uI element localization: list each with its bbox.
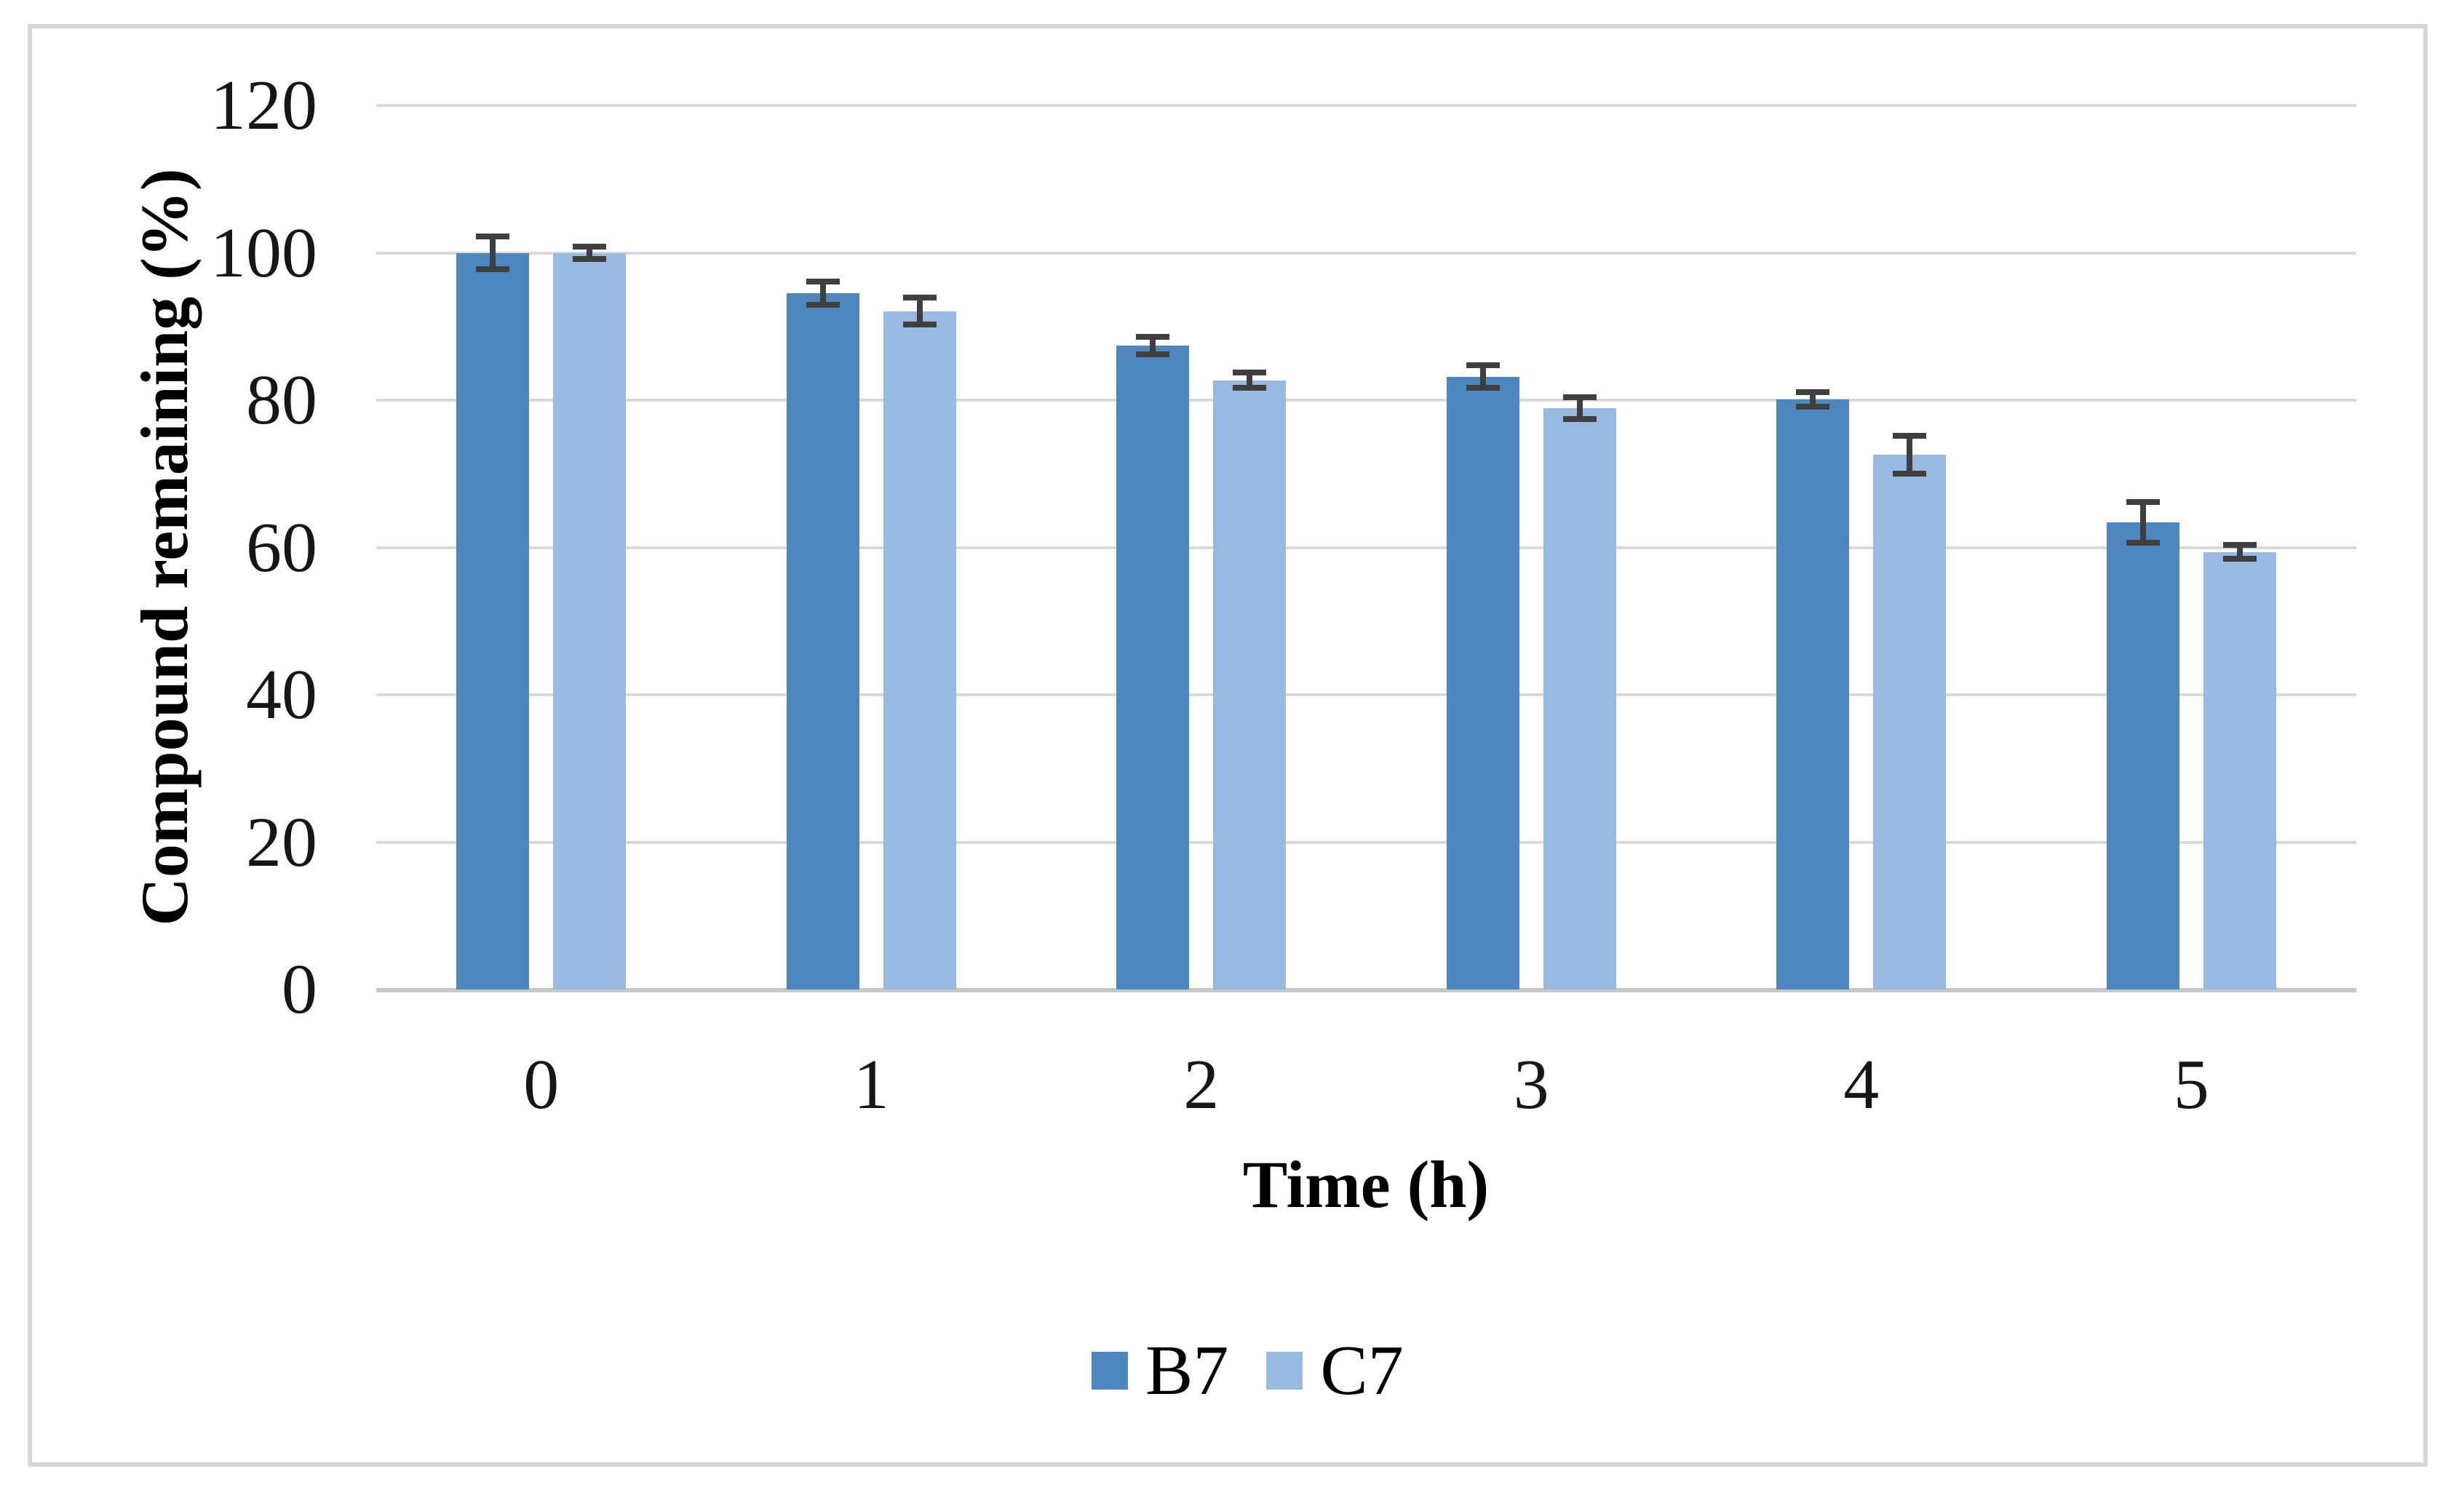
gridline-y-40 — [376, 693, 2356, 696]
bar-c7-t4 — [1873, 454, 1947, 989]
legend-label-b7: B7 — [1145, 1331, 1229, 1410]
legend-item-c7: C7 — [1266, 1331, 1404, 1410]
error-cap-bottom-c7-t1 — [902, 321, 937, 327]
error-cap-top-c7-t1 — [902, 295, 937, 301]
bar-b7-t0 — [456, 252, 530, 989]
error-bar-b7-t1 — [819, 278, 826, 308]
gridline-y-60 — [376, 546, 2356, 549]
gridline-y-20 — [376, 840, 2356, 844]
error-bar-b7-t3 — [1479, 362, 1486, 391]
error-cap-bottom-b7-t1 — [806, 302, 840, 308]
error-cap-top-c7-t5 — [2222, 542, 2257, 549]
error-bar-c7-t3 — [1576, 394, 1583, 423]
error-bar-b7-t2 — [1150, 333, 1156, 358]
error-bar-b7-t5 — [2139, 498, 2146, 546]
x-tick-label-1: 1 — [853, 1045, 889, 1124]
bar-c7-t5 — [2203, 551, 2276, 989]
x-axis-line — [376, 988, 2356, 992]
error-cap-top-c7-t0 — [573, 244, 607, 250]
error-cap-top-b7-t0 — [476, 234, 510, 240]
error-cap-top-b7-t3 — [1466, 362, 1500, 369]
error-cap-bottom-c7-t4 — [1893, 471, 1927, 477]
y-tick-label-40: 40 — [246, 656, 317, 734]
bar-c7-t2 — [1213, 380, 1287, 989]
gridline-y-120 — [376, 104, 2356, 107]
error-cap-top-b7-t1 — [806, 278, 840, 284]
error-cap-top-b7-t5 — [2126, 498, 2160, 505]
x-tick-label-2: 2 — [1183, 1045, 1220, 1124]
error-cap-bottom-b7-t5 — [2126, 540, 2160, 546]
x-tick-label-5: 5 — [2173, 1045, 2209, 1124]
bar-b7-t5 — [2106, 522, 2179, 989]
y-tick-label-0: 0 — [282, 950, 317, 1029]
error-cap-bottom-b7-t2 — [1136, 351, 1170, 358]
legend-swatch-b7 — [1092, 1352, 1128, 1390]
error-cap-bottom-c7-t5 — [2222, 555, 2257, 562]
error-bar-b7-t4 — [1810, 389, 1816, 410]
error-cap-bottom-b7-t0 — [476, 266, 510, 272]
error-cap-top-c7-t3 — [1562, 394, 1597, 400]
legend-label-c7: C7 — [1320, 1331, 1404, 1410]
error-cap-top-b7-t4 — [1796, 389, 1830, 395]
bar-b7-t3 — [1446, 376, 1519, 989]
x-tick-label-3: 3 — [1513, 1045, 1549, 1124]
error-cap-top-c7-t2 — [1233, 370, 1267, 376]
bar-b7-t1 — [786, 293, 859, 989]
legend-item-b7: B7 — [1092, 1335, 1228, 1406]
error-cap-bottom-b7-t4 — [1796, 404, 1830, 410]
error-cap-bottom-c7-t2 — [1233, 384, 1267, 391]
x-tick-label-0: 0 — [523, 1045, 560, 1124]
error-bar-c7-t1 — [916, 295, 923, 327]
legend-swatch-c7 — [1266, 1352, 1303, 1390]
bar-b7-t4 — [1776, 399, 1850, 989]
bar-c7-t0 — [553, 252, 627, 989]
error-cap-bottom-c7-t0 — [573, 255, 607, 262]
error-cap-top-c7-t4 — [1893, 432, 1927, 439]
y-tick-label-120: 120 — [210, 66, 317, 145]
y-tick-label-100: 100 — [210, 213, 317, 292]
bar-c7-t1 — [883, 311, 956, 989]
error-bar-c7-t4 — [1907, 432, 1913, 477]
x-axis-title: Time (h) — [1242, 1147, 1490, 1222]
gridline-y-100 — [376, 251, 2356, 255]
legend: B7 C7 — [1092, 1334, 1404, 1407]
y-tick-label-60: 60 — [246, 508, 317, 587]
error-cap-bottom-b7-t3 — [1466, 384, 1500, 391]
y-tick-label-80: 80 — [246, 361, 317, 439]
error-bar-c7-t5 — [2236, 542, 2243, 562]
bar-b7-t2 — [1116, 346, 1190, 989]
error-bar-b7-t0 — [490, 234, 496, 272]
gridline-y-80 — [376, 399, 2356, 402]
y-tick-label-20: 20 — [246, 802, 317, 882]
error-bar-c7-t2 — [1247, 370, 1253, 391]
error-bar-c7-t0 — [587, 244, 593, 262]
bar-c7-t3 — [1543, 408, 1616, 989]
plot-area — [376, 104, 2356, 992]
error-cap-bottom-c7-t3 — [1562, 416, 1597, 423]
x-tick-label-4: 4 — [1843, 1045, 1880, 1124]
error-cap-top-b7-t2 — [1136, 333, 1170, 340]
